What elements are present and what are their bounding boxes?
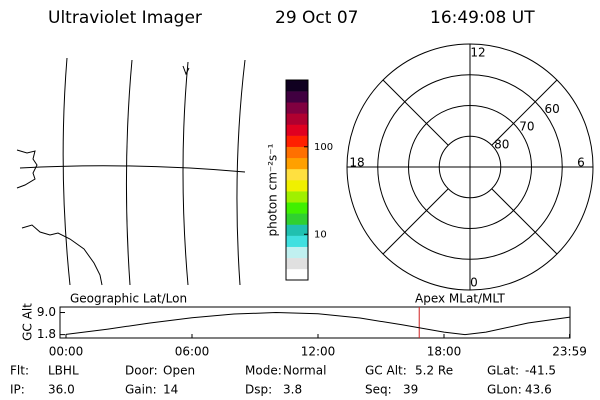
status-label: GC Alt: bbox=[365, 364, 407, 378]
colorbar-swatch bbox=[286, 91, 308, 103]
status-value: 3.8 bbox=[283, 383, 302, 397]
status-value: LBHL bbox=[48, 364, 79, 378]
x-tick-label: 23:59 bbox=[552, 345, 587, 359]
status-label: IP: bbox=[10, 383, 25, 397]
status-label: Gain: bbox=[125, 383, 157, 397]
colorbar-tick-label: 10 bbox=[314, 229, 327, 240]
status-value: Open bbox=[163, 364, 195, 378]
mlt-label: 6 bbox=[577, 156, 585, 170]
polar-label: Apex MLat/MLT bbox=[415, 292, 505, 306]
colorbar-swatch bbox=[286, 80, 308, 92]
x-tick-label: 06:00 bbox=[175, 345, 210, 359]
colorbar-swatch bbox=[286, 213, 308, 225]
colorbar-swatch bbox=[286, 180, 308, 192]
status-value: 39 bbox=[403, 383, 418, 397]
status-value: -41.5 bbox=[525, 364, 556, 378]
status-label: GLon: bbox=[487, 383, 522, 397]
colorbar-swatch bbox=[286, 124, 308, 136]
map-label: Geographic Lat/Lon bbox=[70, 292, 187, 306]
map-grid bbox=[16, 57, 246, 286]
status-value: 36.0 bbox=[48, 383, 75, 397]
y-tick-label: 1.8 bbox=[37, 327, 56, 341]
mlt-label: 12 bbox=[470, 46, 485, 60]
mlt-label: 0 bbox=[470, 276, 478, 290]
title: Ultraviolet Imager bbox=[48, 8, 202, 28]
status-label: Flt: bbox=[10, 364, 29, 378]
status-label: Dsp: bbox=[245, 383, 272, 397]
status-value: 14 bbox=[163, 383, 178, 397]
polar-ring-label: 60 bbox=[544, 102, 559, 116]
colorbar-swatch bbox=[286, 235, 308, 247]
colorbar-label: photon cm⁻²s⁻¹ bbox=[266, 143, 280, 236]
mlt-label: 18 bbox=[349, 156, 364, 170]
colorbar-frame bbox=[285, 79, 309, 281]
colorbar-tick-label: 100 bbox=[314, 142, 333, 153]
colorbar-swatch bbox=[286, 146, 308, 159]
status-value: 5.2 Re bbox=[415, 364, 453, 378]
colorbar-swatch bbox=[286, 168, 308, 181]
altitude-curve bbox=[65, 312, 571, 336]
date: 29 Oct 07 bbox=[275, 8, 358, 28]
colorbar-swatch bbox=[286, 113, 308, 125]
altitude-frame bbox=[59, 306, 571, 339]
polar-spoke bbox=[491, 188, 558, 255]
colorbar-swatch bbox=[286, 191, 308, 203]
colorbar-swatch bbox=[286, 257, 308, 270]
colorbar-swatch bbox=[286, 268, 308, 281]
polar-spoke bbox=[382, 79, 449, 146]
colorbar-swatch bbox=[286, 157, 308, 170]
colorbar-swatch bbox=[286, 202, 308, 214]
x-tick-label: 00:00 bbox=[49, 345, 84, 359]
altitude-label: GC Alt bbox=[21, 303, 35, 341]
status-label: Mode: bbox=[245, 364, 282, 378]
x-tick-label: 12:00 bbox=[301, 345, 336, 359]
x-tick-label: 18:00 bbox=[427, 345, 462, 359]
time: 16:49:08 UT bbox=[430, 8, 535, 28]
status-value: 43.6 bbox=[525, 383, 552, 397]
colorbar-swatch bbox=[286, 135, 308, 147]
colorbar-swatch bbox=[286, 224, 308, 236]
colorbar-swatch bbox=[286, 102, 308, 114]
polar-ring-label: 80 bbox=[494, 137, 509, 151]
status-value: Normal bbox=[283, 364, 326, 378]
y-tick-label: 9.0 bbox=[37, 305, 56, 319]
colorbar-swatch bbox=[286, 246, 308, 259]
status-label: GLat: bbox=[487, 364, 519, 378]
status-label: Door: bbox=[125, 364, 158, 378]
polar-spoke bbox=[382, 188, 449, 255]
polar-ring-label: 70 bbox=[519, 120, 534, 134]
status-label: Seq: bbox=[365, 383, 392, 397]
polar-spoke bbox=[491, 79, 558, 146]
